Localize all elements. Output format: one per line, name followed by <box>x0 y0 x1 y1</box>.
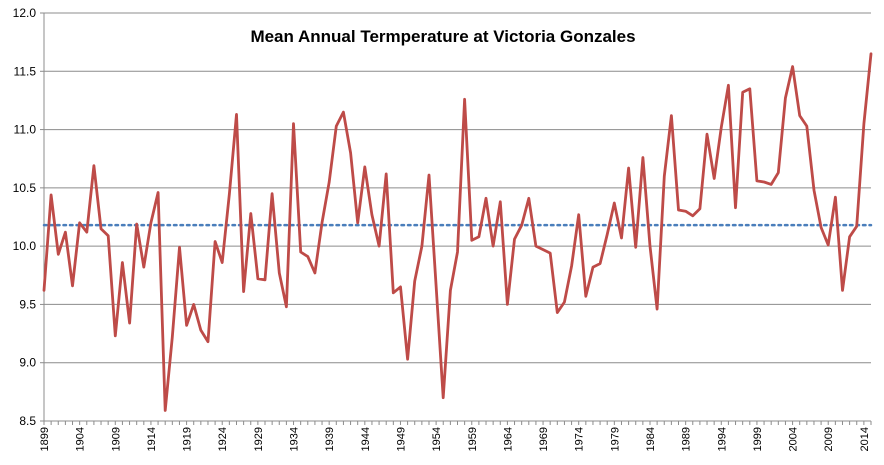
y-tick-label: 10.0 <box>13 239 37 253</box>
x-tick-label: 1954 <box>431 427 443 451</box>
x-tick-label: 2004 <box>788 427 800 451</box>
y-tick-label: 11.5 <box>14 64 37 78</box>
x-tick-label: 1994 <box>716 427 728 451</box>
y-tick-label: 8.5 <box>19 414 36 428</box>
x-tick-label: 2014 <box>859 427 871 451</box>
y-tick-label: 9.0 <box>19 356 36 370</box>
x-tick-label: 1909 <box>110 427 122 451</box>
y-tick-label: 12.0 <box>13 6 37 20</box>
x-tick-label: 1989 <box>681 427 693 451</box>
x-tick-label: 1949 <box>395 427 407 451</box>
chart-title: Mean Annual Termperature at Victoria Gon… <box>250 27 635 46</box>
x-tick-label: 1899 <box>39 427 51 451</box>
x-tick-label: 2009 <box>823 427 835 451</box>
y-tick-label: 11.0 <box>14 123 37 137</box>
x-tick-label: 1919 <box>182 427 194 451</box>
x-tick-label: 1944 <box>360 427 372 451</box>
x-tick-label: 1929 <box>253 427 265 451</box>
temperature-line <box>42 52 873 412</box>
y-tick-label: 10.5 <box>13 181 37 195</box>
series <box>42 52 873 412</box>
y-tick-label: 9.5 <box>19 297 36 311</box>
x-tick-label: 1934 <box>289 427 301 451</box>
x-tick-label: 1999 <box>752 427 764 451</box>
x-tick-label: 1959 <box>467 427 479 451</box>
axes: 8.5 9.0 9.5 10.0 10.5 11.0 11.5 12.0 1899 1904 190… <box>13 6 872 451</box>
gridlines <box>44 12 871 364</box>
x-tick-label: 1914 <box>146 427 158 451</box>
x-tick-label: 1974 <box>574 427 586 451</box>
x-tick-label: 1904 <box>75 427 87 451</box>
x-tick-label: 1964 <box>502 427 514 451</box>
x-tick-label: 1939 <box>324 427 336 451</box>
x-tick-label: 1924 <box>217 427 229 451</box>
x-tick-label: 1984 <box>645 427 657 451</box>
x-tick-label: 1979 <box>609 427 621 451</box>
x-tick-label: 1969 <box>538 427 550 451</box>
